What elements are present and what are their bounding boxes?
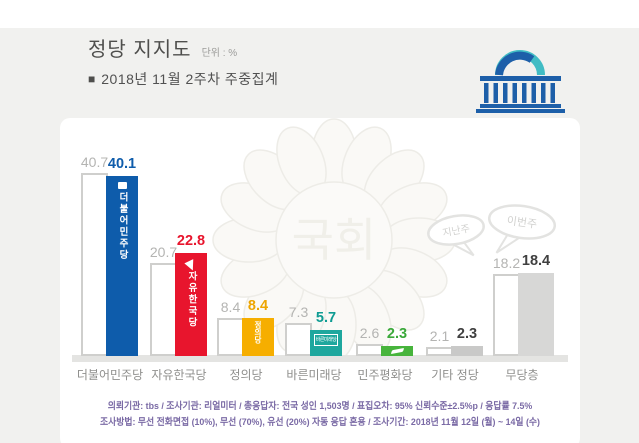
value-this-week-기타 정당: 2.3 (456, 326, 478, 342)
period-subtitle: 2018년 11월 2주차 주중집계 (101, 71, 279, 87)
legend-last-week-label: 지난주 (442, 223, 471, 240)
torch-icon (183, 256, 199, 271)
value-last-week-자유한국당: 20.7 (149, 244, 178, 260)
footnote-methodology-line1: 의뢰기관: tbs / 조사기관: 리얼미터 / 총응답자: 전국 성인 1,5… (107, 401, 533, 412)
category-label-정의당: 정의당 (229, 368, 263, 382)
category-label-바른미래당: 바른미래당 (286, 368, 342, 382)
value-this-week-자유한국당: 22.8 (176, 233, 206, 249)
footnote-methodology-line2: 조사방법: 무선 전화면접 (10%), 무선 (70%), 유선 (20%) … (99, 417, 541, 428)
bar-this-week-더불어민주당: 더불어민주당 (106, 176, 138, 356)
category-label-기타 정당: 기타 정당 (431, 368, 479, 382)
national-assembly-building-icon (476, 50, 565, 113)
bar-this-week-바른미래당: 바른미래당 (310, 330, 342, 356)
value-last-week-기타 정당: 2.1 (429, 328, 450, 344)
value-this-week-정의당: 8.4 (247, 298, 269, 314)
page-title: 정당 지지도 (88, 39, 192, 61)
bar-last-week-기타 정당 (426, 347, 453, 356)
party-logo-text: 자유한국당 (186, 271, 197, 329)
party-logo-자유한국당: 자유한국당 (183, 256, 199, 329)
party-logo-text: 더불어민주당 (117, 192, 128, 261)
watermark-text: 국회 (292, 214, 377, 266)
value-this-week-바른미래당: 5.7 (315, 310, 337, 326)
bar-last-week-민주평화당 (356, 344, 383, 356)
value-last-week-더불어민주당: 40.7 (80, 154, 109, 170)
bar-last-week-더불어민주당 (81, 173, 108, 356)
category-label-무당층: 무당층 (505, 368, 539, 382)
value-last-week-정의당: 8.4 (220, 299, 241, 315)
party-logo-text: 정의당 (253, 321, 263, 344)
value-last-week-무당층: 18.2 (492, 255, 521, 271)
category-label-더불어민주당: 더불어민주당 (76, 368, 144, 382)
x-axis-baseline (72, 355, 568, 362)
unit-label: 단위 : % (201, 48, 238, 59)
value-this-week-더불어민주당: 40.1 (107, 156, 137, 172)
value-this-week-무당층: 18.4 (521, 253, 551, 269)
category-label-민주평화당: 민주평화당 (357, 368, 413, 382)
legend-speech-bubbles: 지난주 이번주 (427, 204, 557, 257)
header: 정당 지지도 단위 : % ■ 2018년 11월 2주차 주중집계 (88, 33, 278, 89)
category-label-자유한국당: 자유한국당 (151, 368, 207, 382)
party-symbol-icon (117, 182, 127, 189)
party-logo-정의당: 정의당 (253, 321, 264, 344)
bar-this-week-무당층 (518, 273, 554, 356)
bar-this-week-자유한국당: 자유한국당 (175, 253, 207, 356)
party-logo-더불어민주당: 더불어민주당 (115, 182, 129, 261)
bar-this-week-정의당: 정의당 (242, 318, 274, 356)
legend-this-week-label: 이번주 (506, 214, 538, 231)
value-last-week-민주평화당: 2.6 (359, 325, 380, 341)
party-logo-바른미래당: 바른미래당 (313, 334, 339, 346)
subtitle-bullet: ■ (88, 72, 96, 86)
bar-last-week-자유한국당 (150, 263, 177, 356)
bar-this-week-기타 정당 (451, 346, 483, 356)
bar-last-week-정의당 (217, 318, 244, 356)
bar-last-week-무당층 (493, 274, 520, 356)
value-last-week-바른미래당: 7.3 (288, 304, 309, 320)
bar-this-week-민주평화당 (381, 346, 413, 356)
value-this-week-민주평화당: 2.3 (386, 326, 408, 342)
party-logo-swoosh-icon (390, 347, 404, 355)
bar-last-week-바른미래당 (285, 323, 312, 356)
